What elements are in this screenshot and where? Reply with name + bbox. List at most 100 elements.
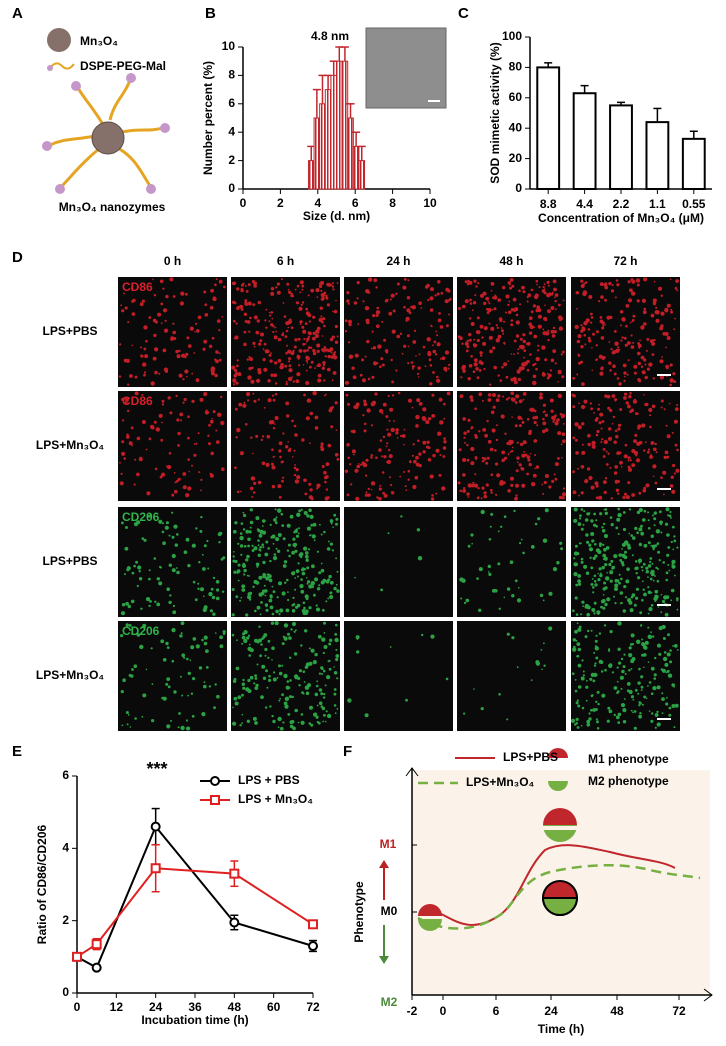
cell [590,407,593,411]
cell [640,531,645,536]
cell [418,402,423,406]
cell [438,397,443,402]
marker [308,940,318,951]
cell [658,286,662,291]
cell [345,393,349,397]
cell [625,304,630,308]
cell [316,343,321,348]
cell [278,581,282,586]
cell [152,356,157,361]
cell [379,439,383,442]
cell [163,328,169,333]
cell [321,673,323,675]
cell [234,701,239,706]
cell [598,403,600,406]
cell [140,607,143,610]
cell [249,508,253,512]
cell [300,589,305,594]
x-tick-label: 1.1 [649,197,666,211]
cell [145,668,148,671]
cell [190,692,194,695]
cell [488,538,492,541]
cell [526,472,529,476]
cell [368,279,371,282]
cell [533,420,537,425]
cell [636,283,640,287]
cell [271,659,273,661]
cell [628,508,632,511]
cell [499,379,503,382]
cell [241,642,244,645]
cell [301,284,305,288]
cell [619,591,624,595]
cell [521,362,526,367]
cell [278,664,281,668]
cell [127,321,130,324]
cell [476,316,480,320]
cell [490,512,494,516]
cell [313,712,318,717]
cell [252,491,256,494]
cell [462,473,466,477]
cell [572,376,576,380]
cell [632,536,636,540]
cell [165,294,169,299]
cell [653,673,657,677]
cell [599,412,604,417]
cell [629,459,632,462]
cell [582,291,587,297]
cell [270,420,275,425]
cell [526,455,531,459]
cell [239,490,242,493]
cell [320,533,323,536]
cell [165,641,169,646]
micrograph-grid [118,277,680,731]
cell [590,316,594,319]
cell-cluster [118,277,226,386]
cell [322,361,326,365]
cell-cluster [231,508,340,617]
cell [663,493,665,496]
cell [257,539,260,542]
cell [670,308,673,311]
cell [537,349,540,352]
cell [602,553,607,558]
cell [654,481,658,485]
cell [357,402,360,405]
cell [256,378,261,383]
cell [306,514,310,518]
cell [308,722,312,725]
cell [497,298,502,302]
cell [467,544,471,548]
cell [542,599,545,602]
cell [372,346,377,350]
cell [257,480,262,485]
cell [268,578,273,583]
cell [640,365,644,368]
cell [162,658,167,662]
cell [426,337,431,342]
cell [658,652,662,656]
cell [275,537,280,542]
cell [256,605,261,610]
cell [262,358,266,362]
cell [372,400,376,405]
cell [136,584,139,588]
cell [516,456,520,460]
cell [667,514,669,517]
cell [125,623,129,627]
cell [617,533,620,535]
cell [323,645,328,649]
cell [364,493,368,497]
cell [231,633,235,637]
cell [497,334,502,339]
cell [633,398,637,402]
cell [580,508,584,511]
cell [533,334,538,339]
cell [661,712,664,715]
cell [247,678,251,683]
cell [467,377,471,381]
cell [259,529,264,534]
cell [316,587,321,591]
cell [218,279,223,284]
